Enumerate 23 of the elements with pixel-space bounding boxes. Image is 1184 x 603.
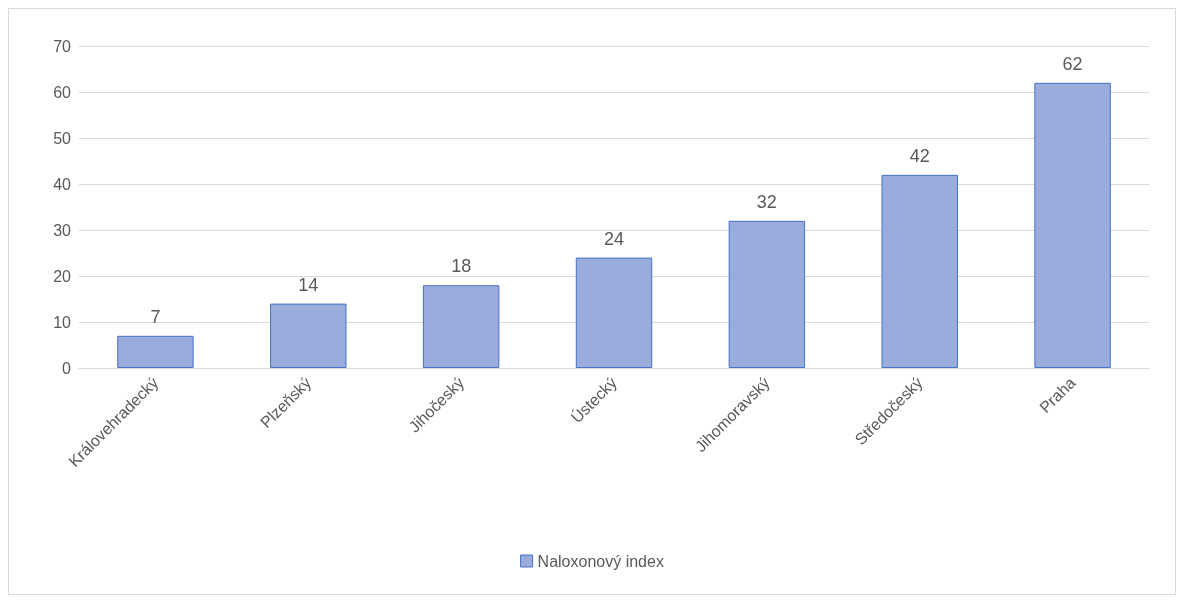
y-tick-label: 20: [53, 267, 72, 285]
data-label: 18: [451, 256, 472, 277]
y-tick-label: 0: [62, 359, 72, 377]
data-label: 24: [603, 228, 625, 249]
y-tick-label: 30: [53, 221, 72, 239]
data-label: 42: [909, 145, 930, 166]
data-label: 32: [756, 191, 777, 212]
y-tick-label: 70: [53, 37, 72, 55]
y-tick-label: 40: [53, 175, 72, 193]
bar: [575, 257, 653, 368]
bar: [270, 303, 347, 368]
bar: [422, 285, 500, 368]
bar: [117, 335, 194, 368]
bar: [881, 174, 958, 368]
legend-label: Naloxonový index: [537, 552, 664, 570]
y-tick-label: 60: [53, 83, 72, 101]
data-label: 62: [1062, 53, 1083, 74]
y-tick-label: 50: [53, 129, 72, 147]
data-label: 14: [298, 274, 319, 295]
y-tick-label: 10: [53, 313, 72, 331]
bar: [1034, 82, 1111, 368]
bar: [728, 220, 806, 368]
data-label: 7: [150, 306, 161, 327]
